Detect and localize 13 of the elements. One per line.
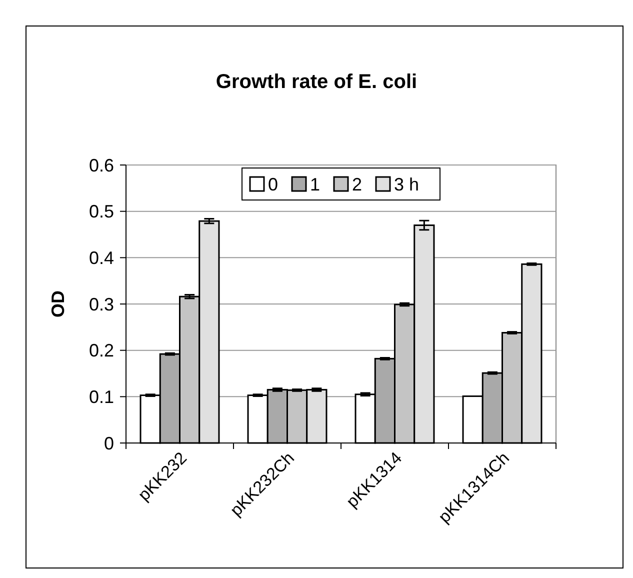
y-tick-label: 0 (104, 433, 114, 454)
legend-label: 2 (352, 174, 362, 194)
y-tick-label: 0.6 (88, 155, 114, 176)
legend-label: 1 (310, 174, 320, 194)
legend-label: 3 h (394, 174, 420, 194)
y-tick-label: 0.2 (88, 340, 114, 361)
chart-title: Growth rate of E. coli (216, 71, 418, 93)
legend-label: 0 (268, 174, 278, 194)
y-tick-label: 0.5 (88, 202, 114, 222)
y-tick-label: 0.3 (88, 294, 114, 314)
y-tick-label: 0.1 (88, 386, 114, 407)
y-tick-label: 0.4 (88, 248, 114, 268)
y-axis-title: OD (48, 290, 68, 318)
